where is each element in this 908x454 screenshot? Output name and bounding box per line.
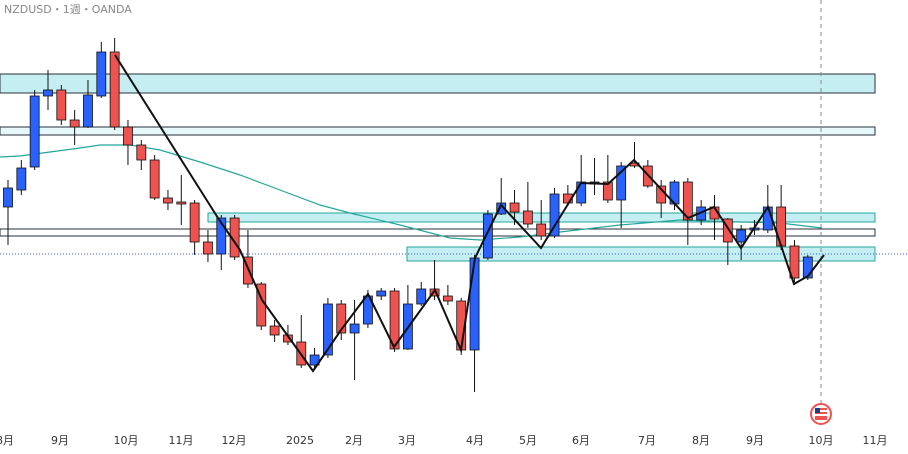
candle-body [43, 89, 53, 97]
candle-body [229, 217, 240, 258]
candle-body [736, 229, 747, 243]
x-tick-label: 3月 [398, 434, 416, 447]
candle-body [269, 325, 280, 336]
candle-body [176, 201, 187, 205]
candle-body [323, 303, 333, 356]
candle-body [496, 202, 507, 215]
x-tick-label: 10月 [114, 434, 139, 447]
chart-title: NZDUSD・1週・OANDA [4, 3, 132, 16]
candle-body [203, 241, 213, 255]
candle-body [602, 181, 613, 201]
candle-body [722, 218, 733, 243]
candle-body [149, 159, 160, 199]
x-tick-label: 5月 [519, 434, 537, 447]
candle-body [349, 323, 360, 334]
x-tick-label: 9月 [51, 434, 69, 447]
zone [0, 126, 876, 136]
candle-body [123, 126, 133, 146]
candle-body [549, 193, 560, 237]
x-tick-label: 6月 [572, 434, 590, 447]
candle-body [682, 181, 693, 221]
candle-body [3, 187, 13, 208]
candle-body [189, 202, 200, 243]
candle-body [376, 290, 387, 297]
x-tick-label: 11月 [169, 434, 194, 447]
x-tick-label: 8月 [692, 434, 710, 447]
candle-body [163, 197, 173, 204]
candle-body [416, 288, 427, 305]
candle-body [802, 256, 813, 279]
candle-body [56, 89, 67, 121]
candle-body [389, 290, 400, 350]
candle-body [482, 213, 493, 259]
x-tick-label: 2月 [345, 434, 363, 447]
zone [406, 246, 876, 262]
candle-body [309, 354, 320, 366]
flag-icon [810, 403, 832, 425]
x-tick-label: 8月 [0, 434, 14, 447]
zone [0, 228, 876, 237]
candle-body [776, 206, 787, 247]
x-tick-label: 12月 [222, 434, 247, 447]
candle-body [69, 119, 80, 128]
zigzag [114, 54, 825, 373]
candle-body [16, 167, 27, 191]
candle-body [469, 257, 480, 351]
candle-body [83, 94, 93, 128]
x-tick-label: 10月 [809, 434, 834, 447]
x-tick-label: 4月 [466, 434, 484, 447]
x-tick-label: 7月 [638, 434, 656, 447]
candle-body [96, 51, 107, 97]
candle-body [136, 144, 147, 161]
candle-body [29, 95, 40, 168]
candle-body [616, 165, 627, 201]
moving-average [0, 144, 823, 241]
candle-body [109, 51, 120, 128]
candle-body [576, 181, 587, 204]
candle-body [789, 245, 800, 279]
x-tick-label: 2025 [286, 434, 314, 447]
x-tick-label: 9月 [746, 434, 764, 447]
candle-body [216, 217, 227, 255]
candle-body [509, 202, 520, 213]
x-tick-label: 11月 [863, 434, 888, 447]
x-axis: 8月 9月 10月 11月 12月 2025 2月 3月 4月 5月 6月 7月 8月 9月 10月 11月 [0, 434, 888, 447]
candle-body [336, 303, 347, 334]
candle-body [522, 210, 533, 225]
zone [0, 73, 876, 94]
candle-body [442, 295, 453, 302]
candle-body [536, 223, 547, 237]
